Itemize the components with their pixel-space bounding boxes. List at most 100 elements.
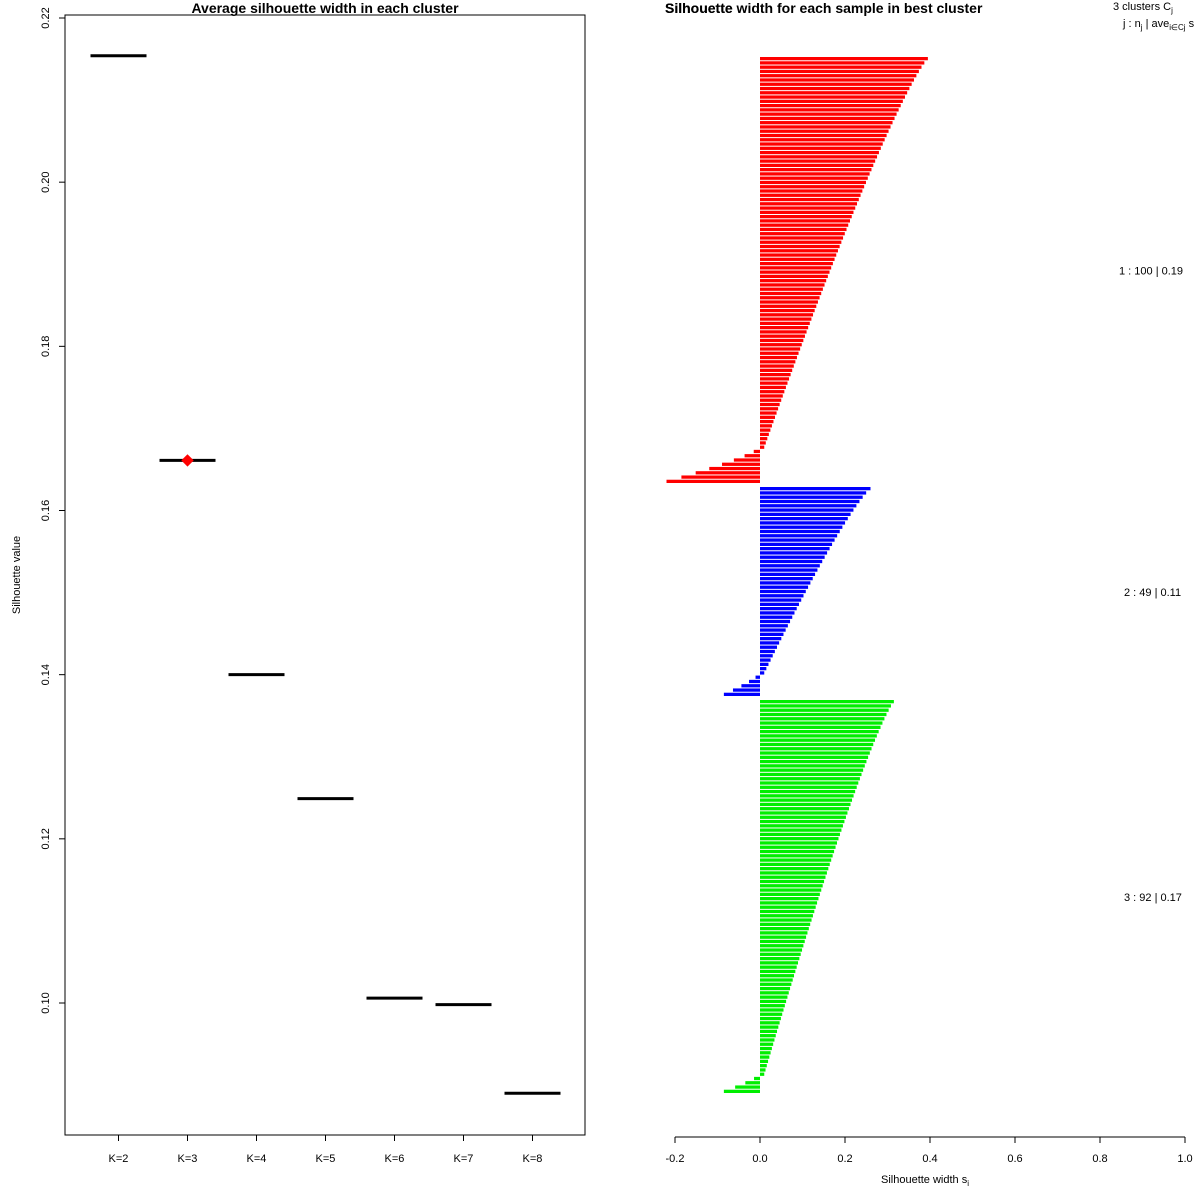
left-y-tick-label: 0.14 [40, 664, 52, 685]
silhouette-bar [760, 99, 903, 103]
silhouette-bar [760, 602, 799, 606]
silhouette-bar [760, 974, 795, 978]
silhouette-bar [760, 197, 859, 202]
silhouette-bar [760, 759, 867, 764]
silhouette-bar [760, 607, 797, 611]
silhouette-bar [760, 875, 826, 879]
silhouette-bar [760, 632, 784, 636]
cluster-label: 1 : 100 | 0.19 [1119, 266, 1183, 278]
silhouette-bar [760, 372, 791, 377]
silhouette-bar [760, 398, 782, 402]
silhouette-bar [760, 1072, 765, 1076]
silhouette-bar [760, 146, 881, 150]
silhouette-bar [760, 824, 843, 828]
silhouette-bar [723, 692, 760, 696]
silhouette-bar [760, 236, 844, 240]
silhouette-bar [760, 1055, 770, 1059]
silhouette-bar [760, 589, 806, 594]
silhouette-bar [760, 360, 796, 364]
silhouette-bar [760, 905, 816, 909]
silhouette-bar [760, 407, 779, 411]
silhouette-bar [760, 261, 833, 266]
silhouette-bar [760, 308, 815, 313]
silhouette-bar [760, 862, 830, 867]
silhouette-bar [760, 415, 776, 419]
silhouette-bar [760, 504, 857, 508]
right-x-axis: -0.2 0.0 0.2 0.4 0.6 0.8 1.0 [666, 1136, 1193, 1165]
silhouette-bar [760, 163, 874, 168]
silhouette-bar [760, 755, 869, 759]
silhouette-bar [760, 253, 837, 257]
silhouette-bar [760, 1051, 771, 1055]
silhouette-bar [760, 751, 870, 755]
silhouette-bar [760, 939, 805, 944]
right-x-tick-label: 0.8 [1092, 1153, 1107, 1165]
silhouette-bar [760, 129, 889, 133]
silhouette-bar [760, 313, 814, 317]
silhouette-bar [760, 411, 777, 415]
silhouette-bar [732, 688, 760, 692]
left-chart-title: Average silhouette width in each cluster [191, 0, 459, 16]
silhouette-bar [760, 538, 835, 542]
silhouette-bar [760, 1068, 766, 1072]
silhouette-bar [760, 394, 783, 398]
silhouette-bar [760, 266, 832, 270]
silhouette-bar [760, 986, 791, 991]
left-x-tick-label: K=4 [247, 1153, 267, 1165]
silhouette-bar [749, 679, 760, 684]
silhouette-bar [760, 867, 829, 871]
silhouette-bar [666, 479, 760, 483]
silhouette-bar [760, 1025, 779, 1029]
silhouette-bar [760, 798, 853, 802]
silhouette-bar [760, 965, 797, 969]
silhouette-bar [745, 1081, 760, 1085]
silhouette-bar [760, 909, 815, 914]
silhouette-bar [760, 142, 883, 146]
silhouette-bar [760, 65, 922, 69]
silhouette-bar [760, 914, 813, 918]
silhouette-bar [760, 807, 849, 811]
silhouette-bar [760, 991, 789, 995]
left-x-tick-label: K=3 [178, 1153, 198, 1165]
silhouette-bar [760, 1008, 784, 1012]
silhouette-bar [760, 244, 840, 249]
silhouette-bar [760, 279, 827, 283]
silhouette-bar [760, 193, 861, 197]
silhouette-bar [760, 1016, 781, 1021]
silhouette-bar [741, 684, 760, 688]
silhouette-bar [760, 667, 767, 671]
silhouette-bar [760, 437, 768, 441]
silhouette-bar [760, 521, 846, 525]
silhouette-bar [760, 121, 893, 125]
silhouette-bar [760, 926, 809, 931]
left-y-tick-label: 0.18 [40, 336, 52, 357]
silhouette-bar [760, 637, 782, 641]
left-x-tick-label: K=7 [454, 1153, 474, 1165]
silhouette-bar [760, 700, 894, 704]
silhouette-bar [760, 712, 887, 717]
cluster-label: 2 : 49 | 0.11 [1124, 587, 1181, 599]
silhouette-bar [760, 645, 777, 649]
silhouette-bar [760, 125, 891, 129]
silhouette-bar [760, 445, 765, 449]
silhouette-bar [760, 594, 804, 598]
silhouette-bar [760, 424, 772, 428]
silhouette-bar [760, 495, 863, 499]
silhouette-bar [760, 884, 823, 888]
right-chart-title: Silhouette width for each sample in best… [665, 0, 983, 16]
silhouette-bar [760, 781, 859, 785]
silhouette-bar [760, 879, 825, 884]
legend-header-line2: j : nj | avei∈Cj s [1122, 18, 1195, 32]
silhouette-bar [760, 133, 887, 138]
silhouette-bar [760, 708, 889, 712]
silhouette-bar [760, 249, 838, 253]
silhouette-bar [760, 704, 891, 708]
silhouette-bar [760, 381, 788, 385]
silhouette-bar [760, 150, 879, 155]
silhouette-bar [760, 172, 870, 176]
right-x-tick-label: -0.2 [666, 1153, 685, 1165]
right-x-tick-label: 0.2 [837, 1153, 852, 1165]
legend-header-line1: 3 clusters Cj [1113, 1, 1173, 15]
silhouette-bar [760, 654, 773, 658]
